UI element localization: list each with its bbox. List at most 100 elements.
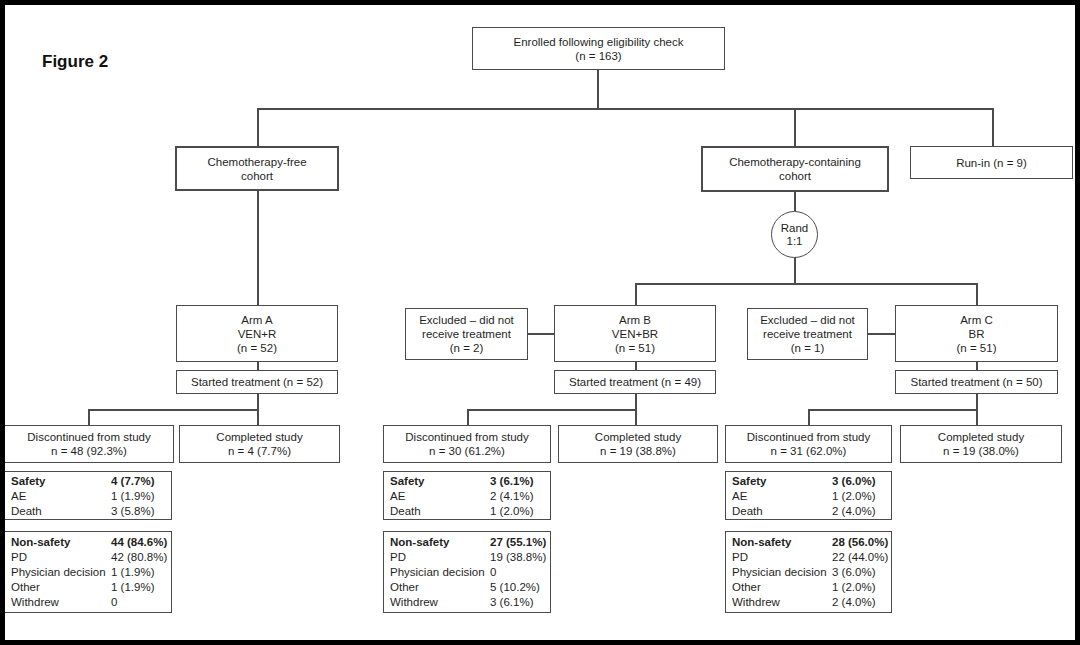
table-row: Physician decision 3 (6.0%) (726, 565, 891, 580)
table-row: AE1 (2.0%) (726, 489, 891, 504)
row-label: Non-safety (732, 536, 791, 548)
connector-line (635, 283, 977, 285)
table-row: Non-safety 27 (55.1%) (384, 535, 550, 550)
table-row: Death2 (4.0%) (726, 504, 891, 519)
arm-b-non-safety-table: Non-safety27 (55.1%) PD19 (38.8%) Physic… (383, 531, 551, 613)
row-value: 42 (80.8%) (111, 550, 167, 565)
node-comp-a-line1: Completed study (216, 430, 302, 444)
node-discontinued-b: Discontinued from study n = 30 (61.2%) (383, 425, 551, 463)
node-chemo-free-line1: Chemotherapy-free (207, 155, 306, 169)
node-arm-c-line2: BR (969, 327, 985, 341)
connector-line (976, 362, 978, 370)
row-label: Safety (390, 475, 425, 487)
node-comp-c-line2: n = 19 (38.0%) (943, 444, 1019, 458)
row-label: AE (11, 490, 26, 502)
row-value: 1 (1.9%) (111, 489, 154, 504)
row-label: Death (390, 505, 421, 517)
node-completed-a: Completed study n = 4 (7.7%) (179, 425, 340, 463)
connector-line (257, 394, 259, 425)
node-disc-b-line2: n = 30 (61.2%) (429, 444, 505, 458)
row-label: Physician decision (732, 566, 827, 578)
connector-line (808, 409, 976, 411)
table-row: AE2 (4.1%) (384, 489, 550, 504)
connector-line (88, 409, 257, 411)
row-value: 3 (6.1%) (490, 474, 533, 489)
row-label: Other (11, 581, 40, 593)
row-value: 1 (1.9%) (111, 580, 154, 595)
row-label: Other (390, 581, 419, 593)
connector-line (808, 409, 810, 425)
node-run-in-label: Run-in (n = 9) (956, 156, 1027, 170)
row-value: 4 (7.7%) (111, 474, 154, 489)
connector-line (467, 409, 469, 425)
node-comp-b-line2: n = 19 (38.8%) (600, 444, 676, 458)
node-excluded-b-line3: (n = 2) (450, 341, 484, 355)
connector-line (868, 333, 895, 335)
row-value: 22 (44.0%) (832, 550, 888, 565)
row-value: 3 (6.0%) (832, 565, 875, 580)
row-label: PD (390, 551, 406, 563)
connector-line (597, 70, 599, 108)
row-label: AE (732, 490, 747, 502)
node-enrolled: Enrolled following eligibility check (n … (472, 27, 725, 70)
row-label: Non-safety (390, 536, 449, 548)
node-completed-b: Completed study n = 19 (38.8%) (558, 425, 718, 463)
table-row: PD22 (44.0%) (726, 550, 891, 565)
node-chemo-free-line2: cohort (241, 169, 273, 183)
node-arm-a-line1: Arm A (241, 313, 272, 327)
arm-b-safety-table: Safety3 (6.1%) AE2 (4.1%) Death1 (2.0%) (383, 471, 551, 520)
table-row: Safety 4 (7.7%) (5, 474, 171, 489)
connector-line (635, 394, 637, 425)
arm-c-safety-table: Safety3 (6.0%) AE1 (2.0%) Death2 (4.0%) (725, 471, 892, 520)
row-value: 44 (84.6%) (111, 535, 167, 550)
node-excluded-b-line2: receive treatment (422, 327, 511, 341)
node-chemo-free-cohort: Chemotherapy-free cohort (175, 146, 339, 191)
row-label: Safety (11, 475, 46, 487)
node-started-treatment-a: Started treatment (n = 52) (176, 370, 338, 394)
connector-line (794, 257, 796, 284)
row-value: 3 (6.1%) (490, 595, 533, 610)
node-excluded-arm-b: Excluded – did not receive treatment (n … (405, 308, 528, 360)
row-label: Non-safety (11, 536, 70, 548)
row-label: Other (732, 581, 761, 593)
connector-line (635, 362, 637, 370)
node-arm-c-line3: (n = 51) (957, 341, 997, 355)
row-value: 0 (490, 565, 496, 580)
node-comp-b-line1: Completed study (595, 430, 681, 444)
row-label: AE (390, 490, 405, 502)
node-arm-a: Arm A VEN+R (n = 52) (176, 305, 338, 362)
node-chemo-containing-cohort: Chemotherapy-containing cohort (701, 146, 889, 192)
node-discontinued-a: Discontinued from study n = 48 (92.3%) (4, 425, 174, 463)
row-value: 1 (1.9%) (111, 565, 154, 580)
connector-line (88, 409, 90, 425)
row-label: Withdrew (11, 596, 59, 608)
node-chemo-containing-line2: cohort (779, 169, 811, 183)
table-row: Non-safety 44 (84.6%) (5, 535, 171, 550)
connector-line (257, 108, 259, 147)
table-row: Other1 (2.0%) (726, 580, 891, 595)
connector-line (794, 192, 796, 211)
row-label: PD (11, 551, 27, 563)
row-value: 27 (55.1%) (490, 535, 546, 550)
node-completed-c: Completed study n = 19 (38.0%) (900, 425, 1062, 463)
node-disc-a-line1: Discontinued from study (27, 430, 150, 444)
node-rand-line2: 1:1 (787, 235, 803, 248)
node-rand-line1: Rand (781, 222, 809, 235)
table-row: Physician decision0 (384, 565, 550, 580)
node-arm-b-line3: (n = 51) (615, 341, 655, 355)
node-chemo-containing-line1: Chemotherapy-containing (729, 155, 861, 169)
node-excluded-arm-c: Excluded – did not receive treatment (n … (747, 308, 868, 360)
table-row: Withdrew2 (4.0%) (726, 595, 891, 610)
node-comp-a-line2: n = 4 (7.7%) (228, 444, 291, 458)
table-row: Non-safety28 (56.0%) (726, 535, 891, 550)
row-value: 3 (6.0%) (832, 474, 875, 489)
arm-c-non-safety-table: Non-safety28 (56.0%) PD22 (44.0%) Physic… (725, 531, 892, 613)
node-enrolled-line1: Enrolled following eligibility check (513, 35, 683, 49)
connector-line (257, 191, 259, 305)
table-row: Withdrew3 (6.1%) (384, 595, 550, 610)
node-excluded-c-line3: (n = 1) (791, 341, 825, 355)
node-run-in: Run-in (n = 9) (910, 146, 1073, 179)
node-excluded-b-line1: Excluded – did not (419, 313, 514, 327)
row-value: 5 (10.2%) (490, 580, 540, 595)
arm-a-non-safety-table: Non-safety44 (84.6%) PD42 (80.8%) Physic… (4, 531, 172, 613)
